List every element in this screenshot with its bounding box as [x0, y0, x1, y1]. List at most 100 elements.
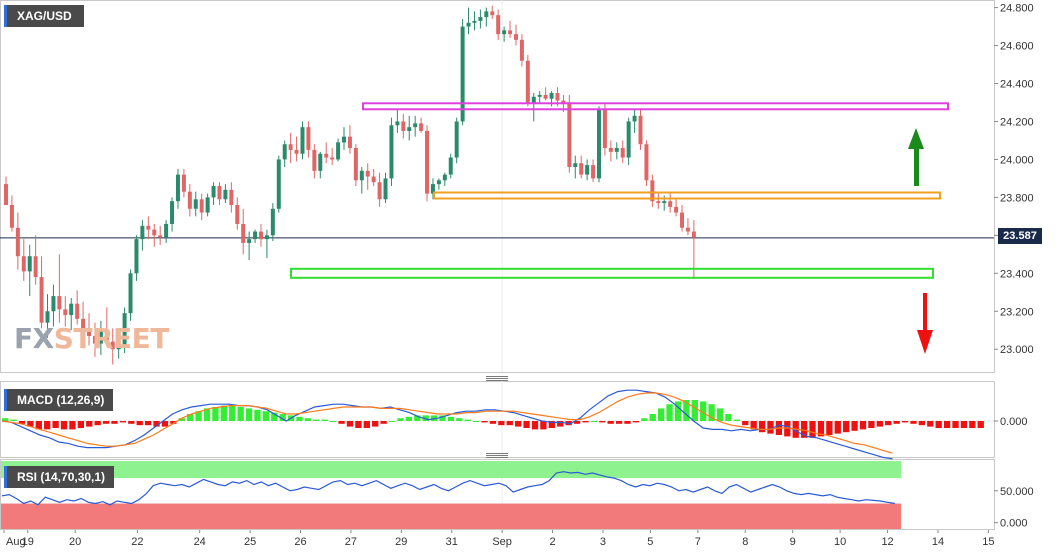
- down-arrow-shaft: [923, 293, 927, 333]
- candle-body: [691, 231, 696, 238]
- candle-body: [614, 148, 619, 152]
- candle-body: [377, 182, 382, 200]
- candle-body: [45, 311, 50, 323]
- macd-histogram-bar: [977, 421, 984, 428]
- x-tick-label: 14: [932, 536, 944, 548]
- macd-histogram-bar: [195, 411, 202, 421]
- candle-body: [116, 347, 121, 350]
- candle-body: [567, 102, 572, 168]
- x-tick-label: 10: [834, 536, 846, 548]
- macd-histogram-bar: [464, 419, 471, 421]
- candle-body: [525, 60, 530, 103]
- candle-body: [573, 163, 578, 168]
- candle-body: [419, 123, 424, 131]
- candle-body: [318, 153, 323, 171]
- x-tick-label: 2: [549, 536, 555, 548]
- macd-histogram-bar: [599, 421, 606, 423]
- macd-histogram-bar: [245, 408, 253, 421]
- rsi-oversold-band: [1, 503, 901, 529]
- macd-histogram-bar: [144, 421, 152, 426]
- macd-histogram-bar: [800, 421, 808, 438]
- macd-histogram-bar: [758, 421, 766, 433]
- candle-body: [57, 296, 62, 310]
- candle-body: [371, 176, 376, 183]
- x-tick-label: Aug: [6, 536, 26, 548]
- macd-histogram-bar: [523, 421, 530, 428]
- macd-histogram-bar: [472, 421, 480, 422]
- macd-histogram-bar: [674, 401, 682, 421]
- x-tick-label: 3: [600, 536, 606, 548]
- macd-histogram-bar: [321, 419, 328, 421]
- pane-resize-handle[interactable]: [486, 453, 508, 458]
- macd-histogram-bar: [271, 412, 278, 421]
- candle-body: [110, 341, 115, 350]
- candle-body: [181, 174, 186, 192]
- macd-histogram-bar: [943, 421, 951, 428]
- macd-histogram-bar: [893, 421, 900, 424]
- macd-histogram-bar: [683, 400, 690, 421]
- x-tick-label: 15: [982, 536, 994, 548]
- x-tick-label: 22: [131, 536, 143, 548]
- macd-histogram-bar: [44, 421, 51, 430]
- macd-histogram-bar: [649, 414, 656, 421]
- macd-histogram-bar: [573, 421, 581, 424]
- candle-body: [383, 178, 388, 200]
- candle-body: [175, 174, 180, 202]
- x-tick-label: 8: [742, 536, 748, 548]
- macd-histogram-bar: [817, 421, 825, 437]
- x-tick-label: 31: [446, 536, 458, 548]
- macd-histogram-bar: [666, 404, 673, 421]
- pane-resize-handle[interactable]: [486, 376, 508, 381]
- macd-histogram-bar: [153, 421, 160, 427]
- macd-histogram-bar: [10, 419, 17, 421]
- macd-histogram-bar: [876, 421, 883, 427]
- candle-body: [638, 115, 643, 145]
- candle-body: [537, 94, 542, 97]
- candle-body: [134, 239, 139, 274]
- candle-body: [680, 212, 685, 228]
- candle-body: [258, 231, 263, 240]
- macd-histogram-bar: [397, 418, 404, 421]
- candle-body: [620, 148, 625, 158]
- macd-histogram-bar: [447, 416, 455, 421]
- x-tick-label: 7: [695, 536, 701, 548]
- macd-histogram-bar: [60, 421, 68, 430]
- candle-body: [365, 170, 370, 177]
- up-arrow-head: [908, 128, 924, 149]
- price-tick-label: 24.800: [1000, 3, 1034, 15]
- macd-line: [1, 389, 893, 460]
- candle-body: [104, 330, 109, 342]
- price-tick-label: 24.200: [1000, 116, 1034, 128]
- candle-body: [401, 121, 406, 131]
- macd-histogram-bar: [548, 421, 555, 428]
- candle-body: [158, 235, 163, 238]
- candle-body: [466, 22, 471, 27]
- candle-body: [187, 191, 192, 209]
- candle-body: [484, 11, 489, 18]
- macd-histogram-bar: [750, 421, 757, 430]
- macd-histogram-bar: [203, 408, 211, 421]
- candle-body: [685, 227, 690, 232]
- macd-histogram-bar: [826, 421, 833, 435]
- candle-body: [300, 127, 305, 154]
- candle-body: [502, 30, 507, 35]
- candle-body: [128, 273, 133, 314]
- candle-body: [430, 184, 435, 194]
- price-tick-label: 23.800: [1000, 192, 1034, 204]
- candle-body: [63, 309, 68, 316]
- candle-body: [413, 123, 418, 128]
- candle-body: [205, 197, 210, 213]
- macd-histogram-bar: [18, 421, 26, 424]
- macd-histogram-bar: [540, 421, 547, 430]
- main-pane-border: [0, 0, 995, 373]
- candle-body: [519, 39, 524, 61]
- watermark-logo: FXSTREET: [14, 322, 169, 355]
- x-tick-label: 5: [647, 536, 653, 548]
- candle-body: [513, 34, 518, 40]
- macd-histogram-bar: [834, 421, 841, 434]
- macd-histogram-bar: [531, 421, 539, 430]
- candle-body: [389, 125, 394, 179]
- candle-body: [336, 142, 341, 160]
- candle-body: [199, 199, 204, 213]
